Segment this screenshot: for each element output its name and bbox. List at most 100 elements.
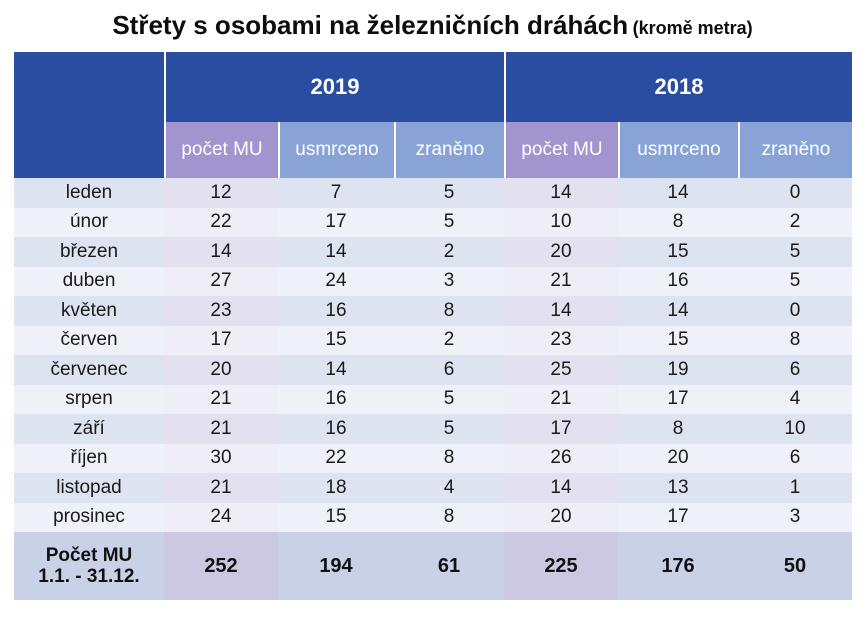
total-cell: 61 — [394, 532, 504, 600]
data-cell: 10 — [738, 414, 852, 444]
data-cell: 21 — [164, 473, 278, 503]
data-cell: 18 — [278, 473, 394, 503]
data-cell: 6 — [738, 443, 852, 473]
data-cell: 20 — [618, 443, 738, 473]
month-label: únor — [14, 207, 164, 237]
table-title: Střety s osobami na železničních dráhách… — [0, 10, 865, 41]
data-cell: 17 — [278, 207, 394, 237]
data-cell: 24 — [278, 266, 394, 296]
data-cell: 8 — [394, 443, 504, 473]
data-cell: 15 — [278, 502, 394, 532]
data-cell: 26 — [504, 443, 618, 473]
header-zraneno-2018: zraněno — [738, 122, 852, 178]
header-usmrceno-2018: usmrceno — [618, 122, 738, 178]
data-cell: 17 — [164, 325, 278, 355]
month-label: leden — [14, 178, 164, 208]
data-cell: 6 — [394, 355, 504, 385]
data-cell: 2 — [394, 237, 504, 267]
month-label: říjen — [14, 443, 164, 473]
table-row: září 21 16 5 17 8 10 — [14, 414, 852, 444]
table-row: červenec 20 14 6 25 19 6 — [14, 355, 852, 385]
data-cell: 21 — [504, 266, 618, 296]
data-cell: 8 — [618, 414, 738, 444]
data-cell: 14 — [164, 237, 278, 267]
month-label: září — [14, 414, 164, 444]
header-usmrceno-2019: usmrceno — [278, 122, 394, 178]
total-cell: 50 — [738, 532, 852, 600]
data-cell: 15 — [618, 237, 738, 267]
data-cell: 8 — [618, 207, 738, 237]
data-cell: 3 — [394, 266, 504, 296]
data-cell: 15 — [618, 325, 738, 355]
total-cell: 225 — [504, 532, 618, 600]
data-cell: 2 — [394, 325, 504, 355]
data-cell: 2 — [738, 207, 852, 237]
data-cell: 17 — [618, 384, 738, 414]
data-cell: 23 — [164, 296, 278, 326]
table-row: prosinec 24 15 8 20 17 3 — [14, 502, 852, 532]
data-cell: 14 — [618, 178, 738, 208]
table-row: říjen 30 22 8 26 20 6 — [14, 443, 852, 473]
data-cell: 0 — [738, 178, 852, 208]
data-cell: 22 — [164, 207, 278, 237]
data-cell: 14 — [504, 296, 618, 326]
data-cell: 5 — [394, 207, 504, 237]
data-cell: 10 — [504, 207, 618, 237]
data-cell: 8 — [738, 325, 852, 355]
data-cell: 14 — [278, 355, 394, 385]
header-year-2019: 2019 — [164, 52, 504, 122]
data-cell: 30 — [164, 443, 278, 473]
data-cell: 5 — [738, 237, 852, 267]
data-cell: 13 — [618, 473, 738, 503]
data-cell: 21 — [504, 384, 618, 414]
data-cell: 22 — [278, 443, 394, 473]
data-cell: 8 — [394, 296, 504, 326]
data-cell: 21 — [164, 414, 278, 444]
data-cell: 20 — [504, 502, 618, 532]
data-cell: 14 — [504, 178, 618, 208]
data-cell: 14 — [278, 237, 394, 267]
title-subtitle: (kromě metra) — [632, 18, 753, 38]
data-cell: 8 — [394, 502, 504, 532]
month-label: duben — [14, 266, 164, 296]
total-label-line1: Počet MU — [45, 545, 133, 566]
data-cell: 14 — [504, 473, 618, 503]
header-pocet-mu-2019: počet MU — [164, 122, 278, 178]
data-cell: 16 — [278, 384, 394, 414]
table-body: leden 12 7 5 14 14 0 únor 22 17 5 10 8 2 březen 14 14 2 20… — [14, 178, 852, 532]
header-corner — [14, 52, 164, 178]
total-label: Počet MU 1.1. - 31.12. — [14, 532, 164, 600]
data-cell: 24 — [164, 502, 278, 532]
month-label: červen — [14, 325, 164, 355]
data-cell: 5 — [394, 414, 504, 444]
data-cell: 16 — [618, 266, 738, 296]
data-cell: 25 — [504, 355, 618, 385]
data-cell: 16 — [278, 296, 394, 326]
table-row: leden 12 7 5 14 14 0 — [14, 178, 852, 208]
total-cell: 176 — [618, 532, 738, 600]
month-label: prosinec — [14, 502, 164, 532]
header-zraneno-2019: zraněno — [394, 122, 504, 178]
data-cell: 6 — [738, 355, 852, 385]
data-cell: 23 — [504, 325, 618, 355]
title-main: Střety s osobami na železničních dráhách — [112, 10, 629, 40]
table-row: duben 27 24 3 21 16 5 — [14, 266, 852, 296]
table-row: květen 23 16 8 14 14 0 — [14, 296, 852, 326]
total-row: Počet MU 1.1. - 31.12. 252 194 61 225 17… — [14, 532, 852, 600]
table-row: červen 17 15 2 23 15 8 — [14, 325, 852, 355]
table-row: únor 22 17 5 10 8 2 — [14, 207, 852, 237]
data-cell: 5 — [394, 178, 504, 208]
data-cell: 16 — [278, 414, 394, 444]
month-label: květen — [14, 296, 164, 326]
data-cell: 15 — [278, 325, 394, 355]
collision-table: 2019 2018 počet MU usmrceno zraněno poče… — [14, 52, 852, 600]
data-cell: 4 — [394, 473, 504, 503]
total-cell: 252 — [164, 532, 278, 600]
data-cell: 1 — [738, 473, 852, 503]
table-row: březen 14 14 2 20 15 5 — [14, 237, 852, 267]
total-cell: 194 — [278, 532, 394, 600]
data-cell: 19 — [618, 355, 738, 385]
data-cell: 17 — [504, 414, 618, 444]
data-cell: 0 — [738, 296, 852, 326]
table-row: listopad 21 18 4 14 13 1 — [14, 473, 852, 503]
